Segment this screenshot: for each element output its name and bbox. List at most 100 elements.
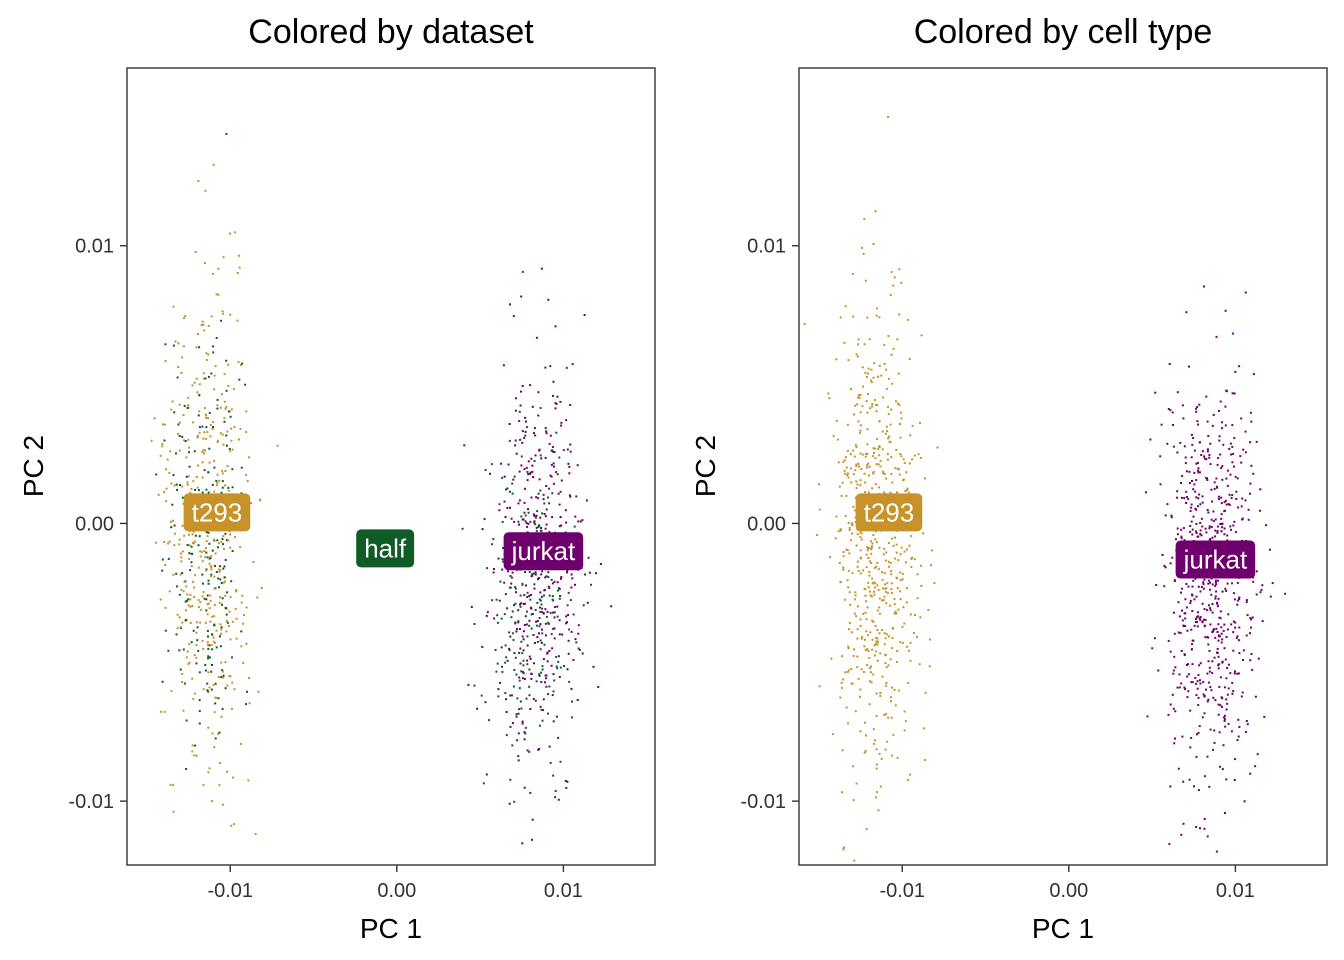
- data-point-t293: [166, 458, 169, 461]
- data-point-t293: [855, 465, 858, 468]
- data-point-half: [231, 486, 234, 489]
- data-point-jurkat: [1183, 612, 1186, 615]
- data-point-jurkat: [552, 465, 555, 468]
- data-point-jurkat: [1232, 690, 1235, 693]
- data-point-half: [522, 659, 525, 662]
- data-point-t293: [201, 450, 204, 453]
- data-point-jurkat: [1244, 451, 1247, 454]
- data-point-half: [545, 575, 548, 578]
- data-point-t293: [930, 564, 932, 567]
- data-point-half: [204, 663, 207, 666]
- data-point-t293: [221, 433, 224, 436]
- data-point-half: [198, 671, 201, 674]
- data-point-half: [201, 491, 204, 494]
- data-point-half: [215, 479, 218, 482]
- data-point-jurkat: [1245, 634, 1248, 637]
- data-point-t293: [201, 595, 204, 598]
- data-point-t293: [193, 586, 196, 589]
- data-point-t293: [893, 612, 896, 615]
- data-point-jurkat: [1233, 598, 1236, 601]
- data-point-jurkat: [1255, 570, 1258, 573]
- data-point-half: [223, 420, 226, 423]
- data-point-half: [190, 641, 193, 644]
- data-point-jurkat: [1225, 636, 1228, 638]
- data-point-jurkat: [566, 571, 568, 574]
- data-point-t293: [876, 629, 879, 632]
- data-point-t293: [905, 601, 908, 604]
- data-point-t293: [197, 180, 200, 182]
- data-point-half: [509, 490, 511, 493]
- data-point-t293: [843, 846, 845, 849]
- data-point-jurkat: [1218, 498, 1220, 501]
- data-point-t293: [889, 561, 892, 564]
- data-point-t293: [882, 396, 885, 399]
- data-point-half: [553, 611, 556, 614]
- data-point-t293: [843, 341, 846, 344]
- data-point-half: [503, 613, 506, 616]
- data-point-t293: [229, 533, 232, 536]
- data-point-half: [522, 672, 525, 675]
- data-point-jurkat: [548, 487, 551, 490]
- data-point-half: [238, 378, 241, 381]
- data-point-t293: [907, 779, 910, 782]
- data-point-half: [504, 661, 507, 664]
- data-point-t293: [202, 372, 205, 375]
- data-point-jurkat: [1219, 617, 1222, 620]
- data-point-jurkat: [1219, 676, 1222, 679]
- data-point-jurkat: [1203, 695, 1206, 698]
- data-point-t293: [170, 482, 173, 485]
- data-point-t293: [842, 568, 845, 571]
- data-point-t293: [201, 320, 204, 323]
- data-point-t293: [240, 601, 243, 604]
- data-point-half: [526, 426, 529, 429]
- data-point-jurkat: [1173, 655, 1176, 658]
- data-point-jurkat: [1197, 469, 1199, 472]
- data-point-half: [557, 589, 559, 592]
- data-point-t293: [196, 436, 199, 439]
- data-point-t293: [857, 394, 860, 397]
- data-point-t293: [888, 435, 891, 438]
- data-point-jurkat: [519, 438, 522, 441]
- data-point-jurkat: [552, 673, 555, 676]
- data-point-jurkat: [518, 499, 521, 502]
- data-point-half: [491, 543, 494, 546]
- data-point-jurkat: [1221, 421, 1224, 424]
- data-point-jurkat: [1190, 681, 1193, 684]
- data-point-jurkat: [1210, 593, 1213, 596]
- data-point-t293: [889, 294, 892, 296]
- data-point-jurkat: [1189, 525, 1192, 527]
- data-point-t293: [188, 643, 191, 645]
- data-point-half: [539, 407, 542, 409]
- data-point-t293: [911, 556, 914, 559]
- data-point-t293: [164, 606, 167, 609]
- data-point-half: [539, 529, 542, 532]
- data-point-t293: [828, 397, 831, 400]
- data-point-half: [511, 744, 514, 747]
- data-point-jurkat: [1151, 647, 1154, 650]
- data-point-t293: [883, 632, 886, 635]
- data-point-t293: [909, 613, 912, 616]
- data-point-half: [525, 697, 528, 700]
- data-point-jurkat: [533, 521, 536, 524]
- data-point-half: [521, 270, 524, 273]
- data-point-t293: [892, 627, 895, 630]
- data-point-half: [518, 708, 520, 711]
- data-point-jurkat: [565, 786, 568, 789]
- data-point-jurkat: [1205, 688, 1207, 691]
- cluster-label-text: jurkat: [511, 536, 576, 566]
- data-point-t293: [908, 357, 911, 360]
- data-point-t293: [245, 642, 248, 645]
- data-point-t293: [917, 453, 920, 456]
- data-point-t293: [228, 610, 231, 613]
- data-point-t293: [905, 471, 908, 474]
- data-point-t293: [183, 580, 186, 583]
- data-point-jurkat: [537, 497, 540, 500]
- cluster-label-t293: t293: [183, 493, 251, 532]
- data-point-t293: [210, 575, 212, 578]
- data-point-t293: [213, 711, 216, 714]
- data-point-jurkat: [1271, 582, 1274, 585]
- data-point-jurkat: [516, 628, 518, 631]
- data-point-t293: [864, 611, 867, 614]
- data-point-t293: [848, 622, 851, 625]
- data-point-half: [226, 591, 229, 594]
